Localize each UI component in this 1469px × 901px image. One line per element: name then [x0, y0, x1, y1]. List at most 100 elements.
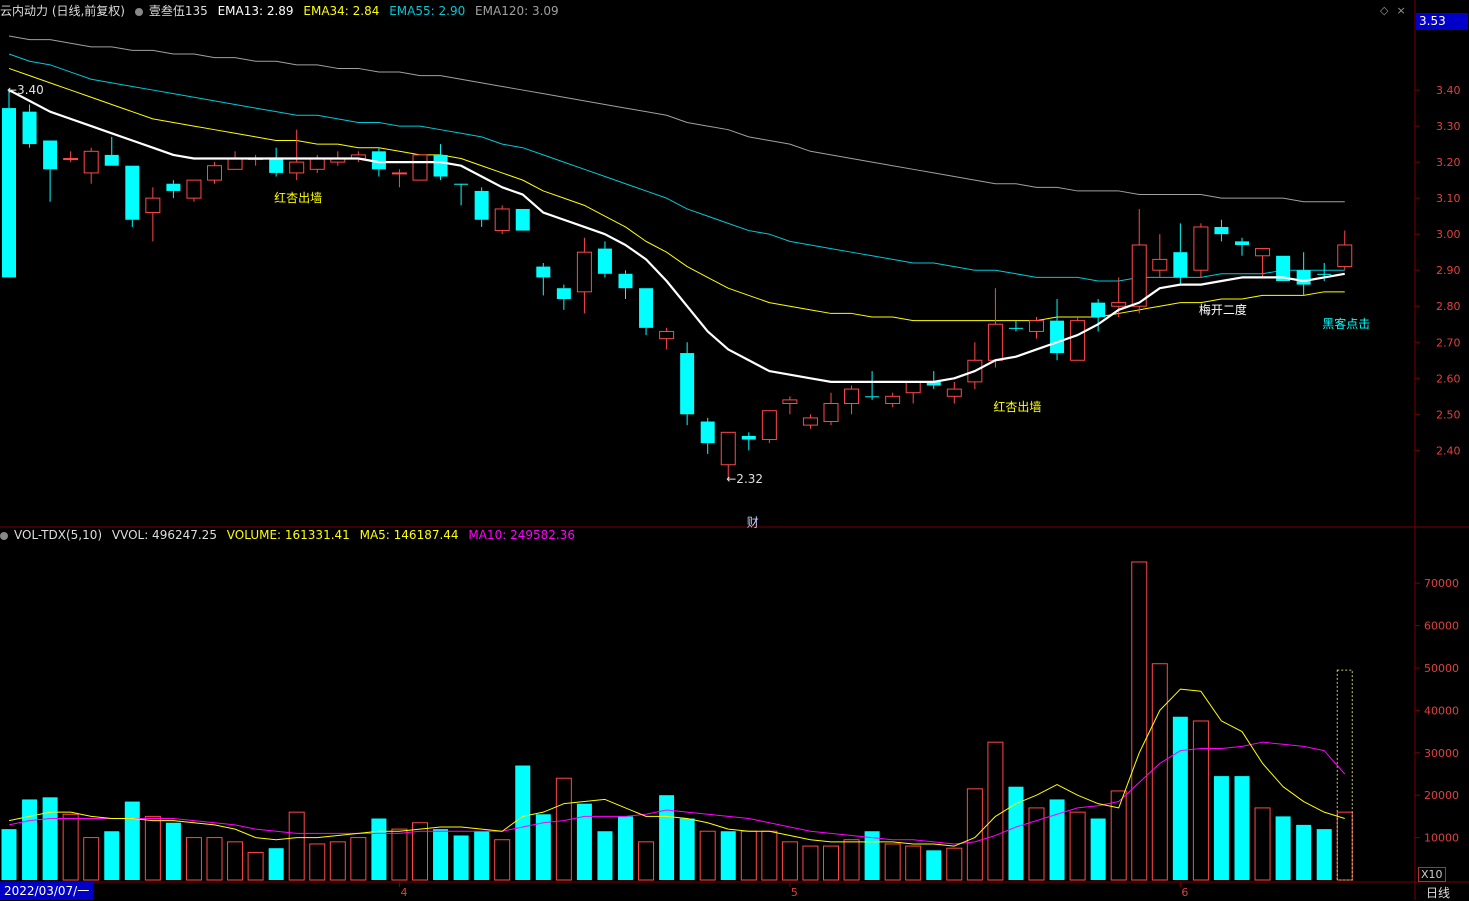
- indicator-name[interactable]: 壹叁伍135: [148, 4, 208, 18]
- stock-title[interactable]: 云内动力 (日线,前复权): [0, 4, 125, 18]
- candle-body-up: [1029, 320, 1044, 332]
- volume-bar-up: [843, 839, 860, 881]
- volume-bar-down: [1008, 786, 1024, 880]
- close-icon[interactable]: ×: [1396, 4, 1414, 17]
- ema13-value: EMA13: 2.89: [217, 4, 294, 18]
- volume-bar-down: [433, 829, 449, 880]
- date-tick-label: 5: [791, 886, 798, 899]
- volume-bar-down: [1049, 799, 1065, 880]
- volume-bar-down: [720, 831, 736, 880]
- price-panel-header: 云内动力 (日线,前复权) 壹叁伍135 EMA13: 2.89 EMA34: …: [0, 0, 565, 22]
- volume-bar-up: [329, 841, 346, 881]
- candle-body-down: [741, 435, 756, 440]
- candle-body-up: [1070, 320, 1086, 361]
- vol-tick-label: 40000: [1424, 704, 1459, 717]
- volume-bar-down: [679, 818, 695, 880]
- candle-body-down: [1276, 255, 1291, 282]
- candle-body-up: [905, 381, 921, 394]
- candle-body-down: [1173, 252, 1188, 278]
- candle-body-down: [1214, 226, 1229, 235]
- price-tick-label: 3.20: [1436, 156, 1461, 169]
- volume-bar-down: [576, 803, 592, 880]
- panel-controls[interactable]: ◇×: [1380, 4, 1414, 17]
- volume-bar-down: [926, 850, 942, 880]
- candle-body-down: [639, 288, 654, 328]
- volume-bar-up: [1028, 807, 1045, 881]
- candle-body-up: [186, 179, 202, 199]
- vol-indicator-name[interactable]: VOL-TDX(5,10): [14, 528, 103, 542]
- cursor-date: 2022/03/07/一: [0, 882, 94, 900]
- volume-bar-up: [185, 837, 202, 881]
- volume-bar-down: [453, 835, 469, 880]
- indicator-toggle-icon[interactable]: [134, 7, 143, 16]
- candle-body-down: [454, 183, 469, 185]
- volume-bar-up: [350, 837, 367, 881]
- ema120-value: EMA120: 3.09: [475, 4, 559, 18]
- chart-annotation: ←2.32: [726, 472, 763, 486]
- volume-bar-down: [1213, 776, 1229, 880]
- candle-body-up: [802, 417, 818, 426]
- vol-tick-label: 20000: [1424, 789, 1459, 802]
- candle-body-down: [618, 273, 633, 289]
- candle-body-up: [720, 431, 736, 466]
- volume-bar-up: [1254, 807, 1271, 881]
- diamond-icon[interactable]: ◇: [1380, 4, 1397, 17]
- candle-body-up: [1255, 248, 1271, 257]
- volume-bar-up: [83, 837, 100, 881]
- candle-body-down: [22, 111, 37, 145]
- price-tick-label: 3.40: [1436, 84, 1461, 97]
- volume-bar-up: [1110, 790, 1127, 881]
- volume-bar-up: [1069, 811, 1086, 881]
- candle-body-down: [474, 190, 489, 220]
- volume-bar-down: [1, 829, 17, 880]
- volume-bar-up: [966, 788, 983, 881]
- candle-body-up: [412, 154, 428, 181]
- candle-body-down: [433, 154, 448, 177]
- chart-annotation: 财: [747, 515, 759, 529]
- candle-body-down: [371, 151, 386, 170]
- price-tick-label: 2.60: [1436, 372, 1461, 385]
- candle-body-up: [207, 165, 222, 181]
- candle-body-up: [145, 197, 161, 214]
- volume-bar-down: [864, 831, 880, 880]
- volume-bar-up: [62, 813, 79, 881]
- candle-body-down: [680, 353, 695, 415]
- volume-bar-up: [884, 843, 901, 881]
- price-tick-label: 2.80: [1436, 300, 1461, 313]
- chart-annotation: 黑客点击: [1322, 316, 1370, 331]
- volume-bar-down: [535, 814, 551, 880]
- candle-body-down: [1235, 241, 1249, 245]
- volume-bar-down: [1296, 824, 1312, 880]
- volume-bar-up: [1192, 720, 1209, 881]
- volume-bar-up: [494, 839, 511, 881]
- volume-bar-up: [905, 845, 922, 881]
- volume-bar-up: [391, 828, 408, 881]
- volume-bar-up: [740, 830, 757, 881]
- volume-bar-up: [802, 845, 819, 881]
- candle-body-up: [494, 208, 510, 232]
- period-label[interactable]: 日线: [1426, 886, 1451, 900]
- candle-body-down: [269, 158, 284, 173]
- ema55-value: EMA55: 2.90: [389, 4, 466, 18]
- candle-body-down: [515, 208, 530, 231]
- volume-bar-down: [371, 818, 387, 880]
- candle-body-up: [987, 323, 1003, 361]
- candle-body-up: [1131, 244, 1147, 307]
- volume-bar-down: [124, 801, 140, 880]
- vol-toggle-icon[interactable]: [0, 531, 8, 540]
- candle-body-down: [597, 248, 612, 274]
- candle-body-down: [1050, 320, 1065, 354]
- candle-body-up: [227, 158, 243, 170]
- candle-body-down: [43, 140, 58, 170]
- volume-bar-down: [1090, 818, 1106, 880]
- candle-body-down: [536, 266, 551, 278]
- candle-body-up: [823, 403, 839, 423]
- volume-bar-up: [638, 841, 655, 881]
- vol-unit-label: X10: [1418, 867, 1446, 882]
- volume-bar-up: [247, 851, 264, 881]
- volume-bar-up: [288, 811, 305, 881]
- vol-tick-label: 70000: [1424, 577, 1459, 590]
- volume-bar-up: [699, 830, 716, 881]
- volume-bar-up: [555, 777, 572, 881]
